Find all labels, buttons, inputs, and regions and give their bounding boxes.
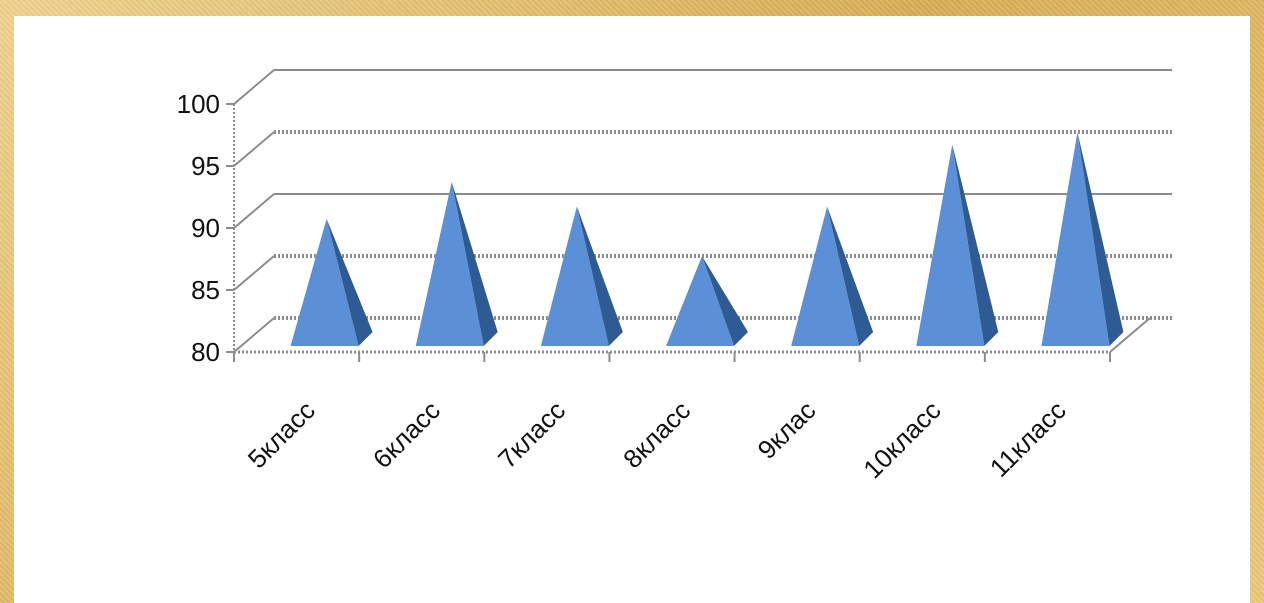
slide-frame: 80 85 90 95 100 5класс 6класс 7класс 8класс 9кла… xyxy=(14,16,1250,603)
pyramid-side-10класс xyxy=(952,144,999,346)
y-tick-labels: 80 85 90 95 100 xyxy=(177,89,220,367)
pyramid-front-8класс xyxy=(666,256,734,346)
pyramid-chart: 80 85 90 95 100 5класс 6класс 7класс 8класс 9кла… xyxy=(177,69,1172,484)
pyramid-side-7класс xyxy=(576,206,623,346)
bars xyxy=(290,132,1124,346)
y-tick-label-90: 90 xyxy=(191,213,220,243)
pyramid-side-5класс xyxy=(326,218,373,346)
pyramid-side-8класс xyxy=(702,256,748,346)
pyramid-front-7класс xyxy=(540,206,609,346)
pyramid-front-11класс xyxy=(1041,132,1110,346)
y-tick-label-100: 100 xyxy=(177,89,220,119)
y-tick-label-80: 80 xyxy=(191,337,220,367)
floor-right-edge xyxy=(1109,317,1151,353)
pyramid-front-10класс xyxy=(916,144,985,346)
x-category-label-6: 11класс xyxy=(984,395,1072,483)
x-category-label-3: 8класс xyxy=(617,395,696,474)
pyramid-8класс xyxy=(666,256,748,346)
pyramid-side-9клас xyxy=(827,206,874,346)
y-tick-label-85: 85 xyxy=(191,275,220,305)
pyramid-7класс xyxy=(540,206,623,346)
x-category-label-1: 6класс xyxy=(367,395,446,474)
x-category-label-4: 9клас xyxy=(752,395,822,465)
pyramid-front-5класс xyxy=(290,218,359,346)
pyramid-front-6класс xyxy=(415,181,484,346)
axes xyxy=(226,103,1151,362)
side-gridline-85 xyxy=(233,255,275,291)
x-category-labels: 5класс 6класс 7класс 8класс 9клас 10класс 11кл… xyxy=(242,395,1072,484)
x-category-label-0: 5класс xyxy=(242,395,321,474)
pyramid-side-6класс xyxy=(451,181,498,346)
pyramid-11класс xyxy=(1041,132,1124,346)
side-gridline-80 xyxy=(233,317,275,353)
pyramid-10класс xyxy=(916,144,999,346)
side-gridline-90 xyxy=(233,193,275,229)
x-category-label-5: 10класс xyxy=(857,395,946,484)
pyramid-front-9клас xyxy=(791,206,860,346)
pyramid-5класс xyxy=(290,218,373,346)
pyramid-side-11класс xyxy=(1077,132,1124,346)
x-category-label-2: 7класс xyxy=(492,395,571,474)
pyramid-6класс xyxy=(415,181,498,346)
side-gridline-95 xyxy=(233,131,275,167)
side-gridline-100 xyxy=(233,69,275,105)
pyramid-9клас xyxy=(791,206,874,346)
y-tick-label-95: 95 xyxy=(191,151,220,181)
